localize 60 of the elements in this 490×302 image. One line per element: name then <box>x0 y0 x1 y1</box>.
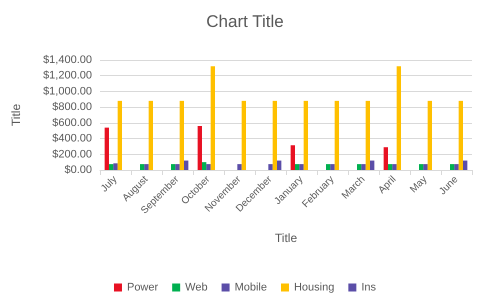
y-tick-label: $1,400.00 <box>43 54 92 66</box>
bar <box>463 160 468 170</box>
bar <box>202 162 206 170</box>
y-tick-label: $0.00 <box>64 164 92 176</box>
bar <box>370 160 374 170</box>
bar <box>428 100 432 170</box>
bar <box>277 160 282 170</box>
bar <box>423 164 428 170</box>
legend-label: Power <box>126 282 158 294</box>
x-axis-title: Title <box>274 231 298 245</box>
bar <box>198 126 202 170</box>
bar <box>104 128 109 170</box>
y-tick-label: $1,000.00 <box>43 85 92 98</box>
bar <box>242 100 246 170</box>
bar <box>118 100 122 170</box>
y-tick-label: $800.00 <box>52 101 92 114</box>
bar <box>175 164 180 170</box>
bar <box>180 100 184 170</box>
bar <box>366 100 370 170</box>
bar <box>237 164 242 170</box>
bar <box>140 164 144 170</box>
bar <box>361 164 366 170</box>
bar <box>108 164 114 170</box>
legend-label: Housing <box>294 282 334 294</box>
bar <box>330 164 335 170</box>
x-tick-label: July <box>99 174 120 194</box>
y-tick-label: $200.00 <box>52 148 92 160</box>
y-tick-label: $400.00 <box>52 132 92 145</box>
bar <box>299 164 304 170</box>
legend-label: Ins <box>361 282 377 294</box>
x-tick-label: May <box>408 174 430 196</box>
bar <box>170 164 176 170</box>
bar <box>384 147 388 170</box>
legend-label: Web <box>185 282 208 294</box>
bar <box>356 164 362 170</box>
y-tick-label: $1,200.00 <box>43 70 92 82</box>
legend-label: Mobile <box>234 282 267 294</box>
bar <box>148 100 154 170</box>
chart-title: Chart Title <box>206 12 284 31</box>
bar <box>294 164 300 170</box>
bar <box>326 164 330 170</box>
bar <box>418 164 424 170</box>
y-tick-label: $600.00 <box>52 116 92 129</box>
bar <box>454 164 459 170</box>
bar <box>144 164 149 170</box>
bar <box>392 164 397 170</box>
bar <box>396 66 402 170</box>
bar <box>290 145 295 170</box>
bar <box>450 164 454 170</box>
bar <box>272 100 278 170</box>
bar <box>210 66 216 170</box>
bar <box>113 163 118 170</box>
bar <box>388 164 392 170</box>
bar <box>334 100 340 170</box>
bar <box>304 100 308 170</box>
bar <box>458 100 464 170</box>
bar <box>206 164 211 170</box>
bar <box>268 164 273 170</box>
y-axis-title: Title <box>9 104 23 126</box>
bar <box>184 160 188 170</box>
